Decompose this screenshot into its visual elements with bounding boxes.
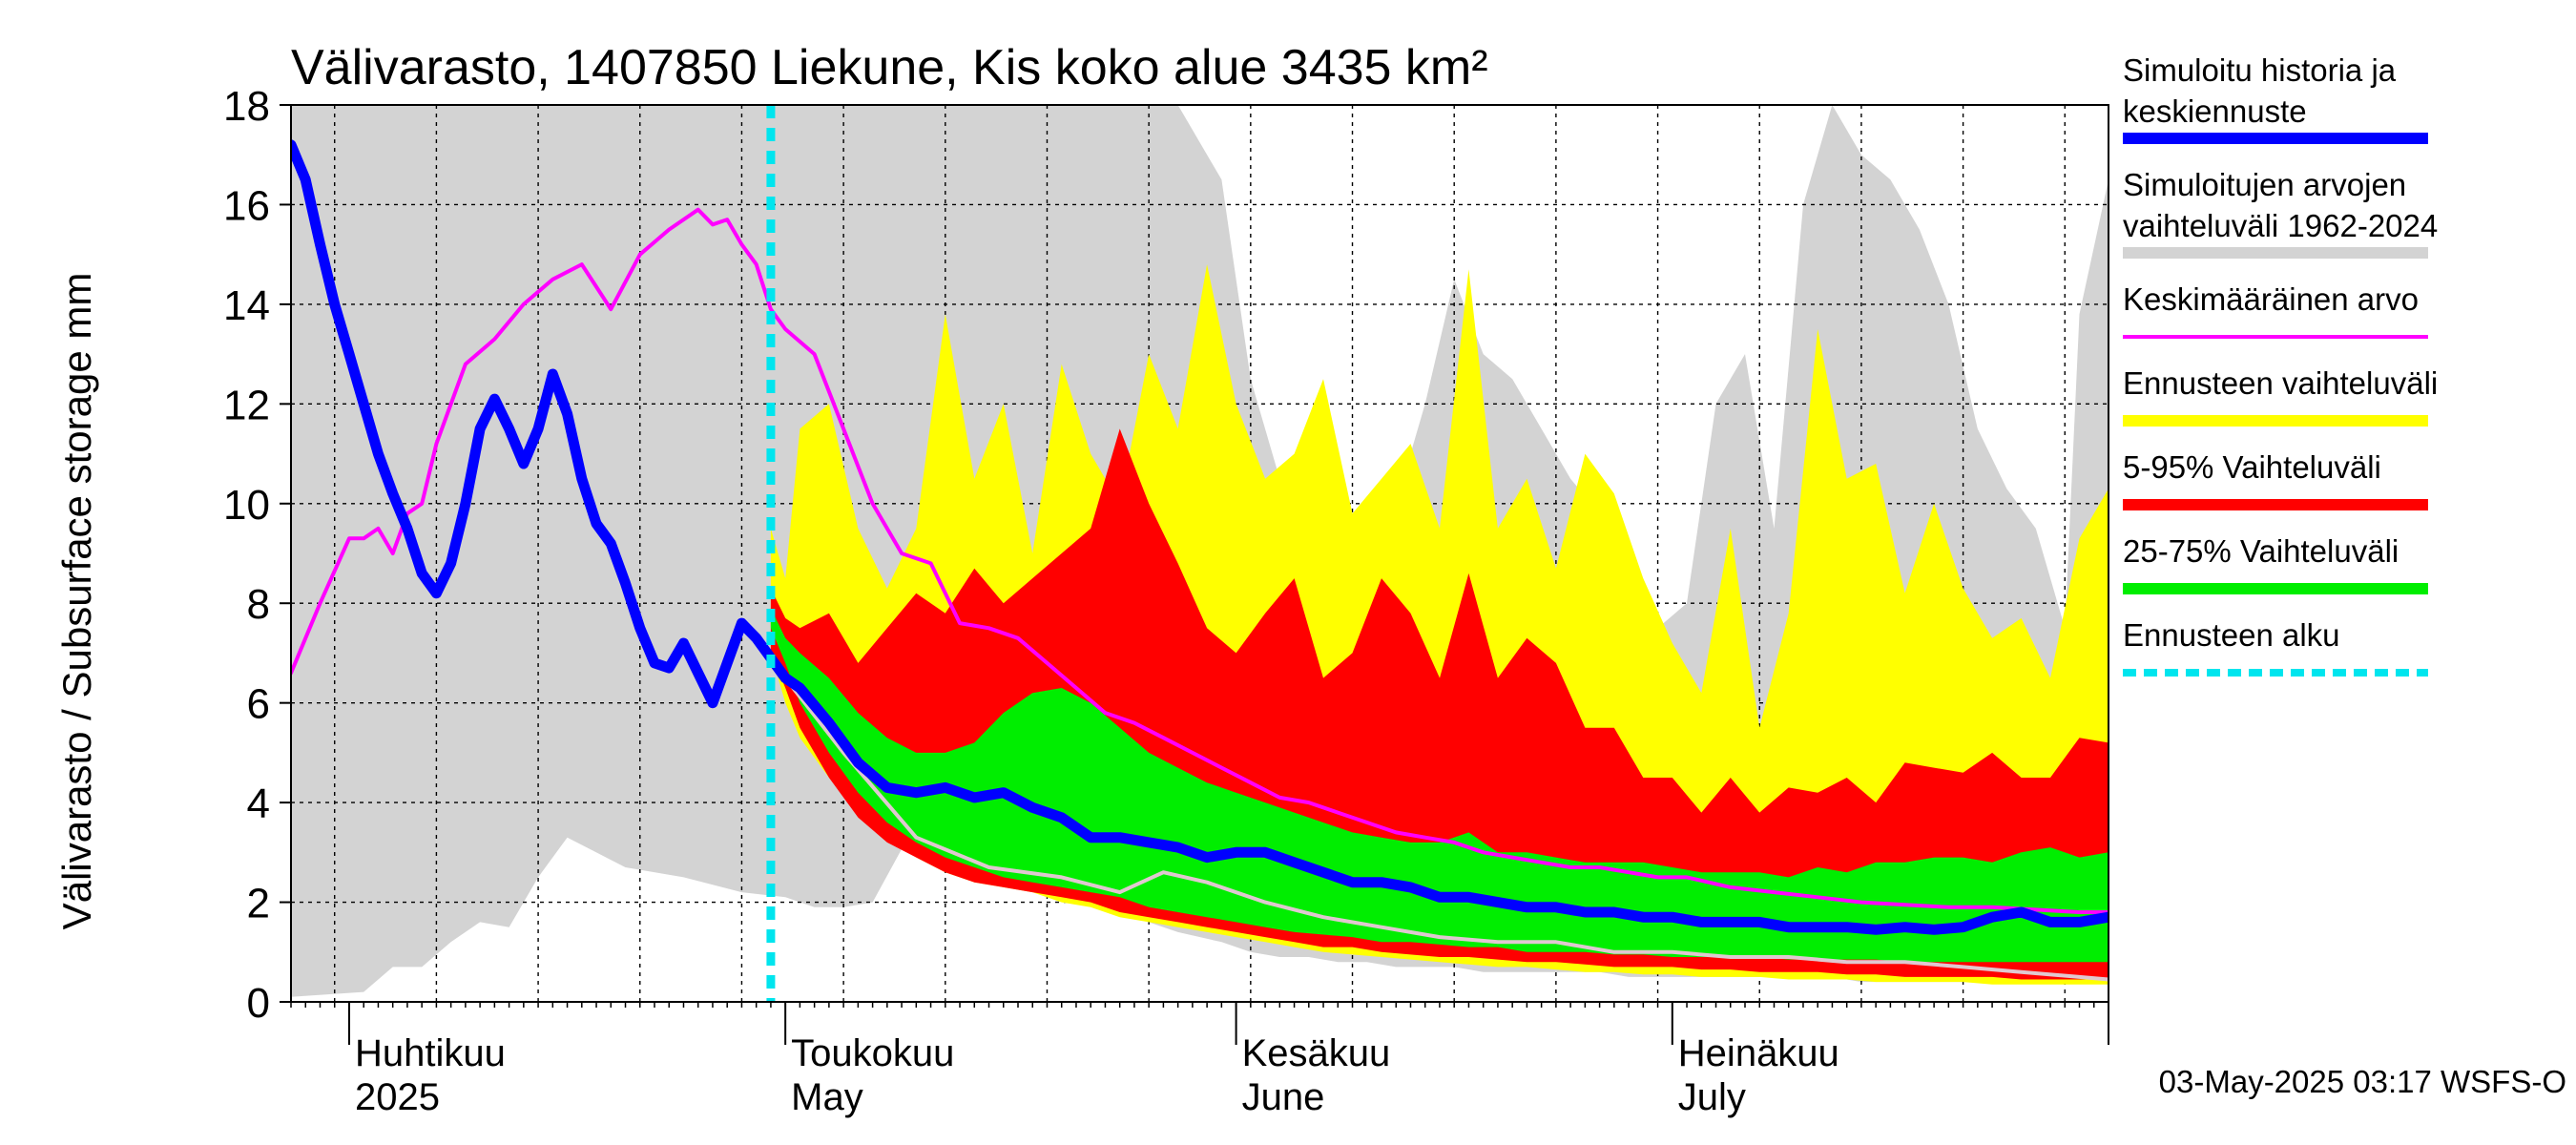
plot-frame xyxy=(290,104,2109,1003)
y-tick-label: 14 xyxy=(223,282,270,329)
x-month-label: Huhtikuu xyxy=(355,1032,506,1074)
p25-75-band xyxy=(770,608,2109,963)
y-tick-label: 2 xyxy=(247,881,270,927)
y-tick-label: 8 xyxy=(247,581,270,628)
y-tick-label: 0 xyxy=(247,980,270,1027)
legend-label: Keskimääräinen arvo xyxy=(2123,281,2419,317)
x-month-sublabel: 2025 xyxy=(355,1076,440,1118)
legend-label: Simuloitu historia ja xyxy=(2123,52,2397,88)
series-group xyxy=(291,105,2109,1002)
mean-line xyxy=(291,207,2109,914)
y-tick-label: 4 xyxy=(247,781,270,827)
y-tick-label: 6 xyxy=(247,681,270,728)
legend-label: keskiennuste xyxy=(2123,94,2307,129)
legend: Simuloitu historia ja keskiennuste Simuloi… xyxy=(2123,52,2438,677)
chart-title: Välivarasto, 1407850 Liekune, Kis koko a… xyxy=(291,40,1488,95)
x-month-label: Toukokuu xyxy=(791,1032,954,1074)
legend-label: 5-95% Vaihteluväli xyxy=(2123,449,2381,485)
legend-label: vaihteluväli 1962-2024 xyxy=(2123,208,2438,243)
x-month-sublabel: July xyxy=(1678,1076,1746,1118)
x-month-sublabel: May xyxy=(791,1076,863,1118)
legend-label: Simuloitujen arvojen xyxy=(2123,167,2406,202)
x-month-label: Kesäkuu xyxy=(1242,1032,1391,1074)
legend-label: Ennusteen vaihteluväli xyxy=(2123,365,2438,401)
legend-label: Ennusteen alku xyxy=(2123,617,2340,653)
forecast-median-light-line xyxy=(783,676,2109,982)
legend-label: 25-75% Vaihteluväli xyxy=(2123,533,2399,569)
y-tick-label: 10 xyxy=(223,482,270,529)
simulated-line xyxy=(291,139,2109,935)
y-tick-label: 16 xyxy=(223,182,270,229)
y-tick-label: 12 xyxy=(223,382,270,428)
x-month-label: Heinäkuu xyxy=(1678,1032,1839,1074)
y-tick-label: 18 xyxy=(223,83,270,130)
y-axis-label: Välivarasto / Subsurface storage mm xyxy=(54,273,99,930)
x-month-sublabel: June xyxy=(1242,1076,1325,1118)
footer-timestamp: 03-May-2025 03:17 WSFS-O xyxy=(2159,1064,2566,1099)
